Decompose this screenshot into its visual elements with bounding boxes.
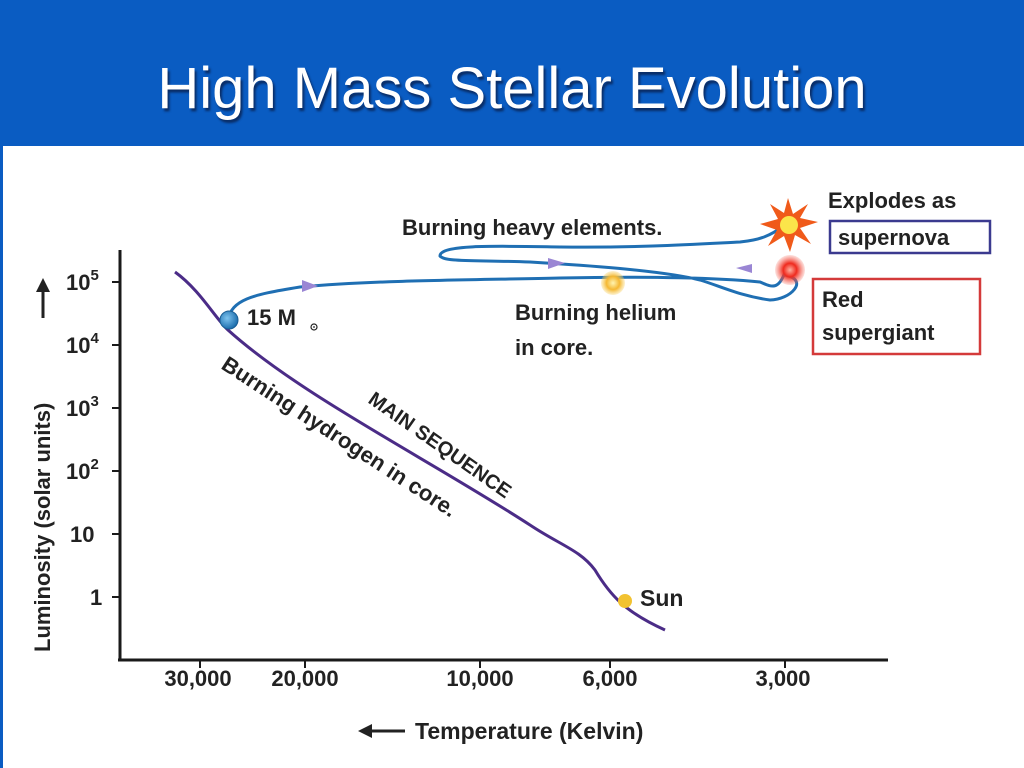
x-tick-label-6000: 6,000	[582, 666, 637, 691]
y-tick-label-1: 1	[90, 585, 102, 610]
supernova-box	[828, 219, 992, 255]
sun-star-icon	[618, 594, 632, 608]
start-star-icon	[219, 310, 239, 330]
evolution-track	[226, 223, 799, 321]
y-axis-title: Luminosity (solar units)	[30, 403, 55, 652]
y-tick-label-10: 10	[70, 522, 94, 547]
sun-label: Sun	[640, 585, 683, 611]
x-tick-label-10000: 10,000	[446, 666, 513, 691]
x-tick-label-20000: 20,000	[271, 666, 338, 691]
y-ticks	[112, 281, 120, 598]
track-arrow-icon	[736, 264, 752, 273]
title-bar	[0, 0, 1024, 146]
red-supergiant-star-icon	[775, 255, 805, 285]
solar-symbol-dot	[313, 326, 315, 328]
helium-star-icon	[601, 271, 625, 295]
x-ticks	[199, 660, 786, 668]
x-tick-label-30000: 30,000	[164, 666, 231, 691]
y-tick-label-1e5: 105	[66, 267, 99, 295]
track-arrow-icon	[302, 280, 318, 292]
y-tick-label-1e4: 104	[66, 330, 99, 358]
slide-title: High Mass Stellar Evolution	[157, 56, 867, 121]
star-mass-label: 15 M	[247, 305, 296, 330]
x-axis-title: Temperature (Kelvin)	[415, 718, 643, 744]
y-tick-label-1e2: 102	[66, 456, 99, 484]
left-border	[0, 146, 3, 768]
y-tick-label-1e3: 103	[66, 393, 99, 421]
supernova-core	[780, 216, 798, 234]
y-axis-arrow-icon	[36, 278, 50, 318]
burning-heavy-label: Burning heavy elements.	[402, 215, 662, 240]
supernova-label: supernova	[838, 225, 950, 250]
explodes-as-label: Explodes as	[828, 188, 956, 213]
burning-helium-label: Burning helium	[515, 300, 676, 325]
solar-symbol-icon	[310, 323, 318, 331]
burning-helium-label-line2: in core.	[515, 335, 593, 360]
track-arrow-icon	[548, 258, 565, 269]
red-supergiant-label-line2: supergiant	[822, 320, 935, 345]
red-supergiant-box	[811, 277, 982, 356]
x-axis-arrow-icon	[358, 724, 405, 738]
red-supergiant-label: Red	[822, 287, 864, 312]
x-tick-label-3000: 3,000	[755, 666, 810, 691]
